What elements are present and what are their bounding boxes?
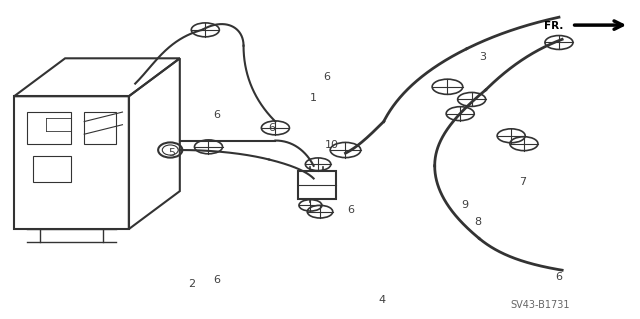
Text: 1: 1 — [310, 93, 317, 103]
Text: FR.: FR. — [544, 21, 563, 31]
Bar — [298, 171, 336, 199]
Text: 6: 6 — [323, 72, 330, 82]
Bar — [33, 156, 72, 182]
Text: 10: 10 — [324, 140, 339, 150]
Text: 8: 8 — [474, 217, 481, 227]
Text: 6: 6 — [213, 275, 220, 285]
Text: 3: 3 — [479, 52, 486, 62]
Bar — [27, 112, 72, 144]
Text: 7: 7 — [519, 177, 526, 187]
Text: 6: 6 — [213, 110, 220, 120]
Text: 9: 9 — [461, 200, 469, 210]
Text: 5: 5 — [169, 148, 175, 158]
Text: 6: 6 — [556, 271, 563, 281]
Text: 6: 6 — [269, 123, 276, 133]
Text: 4: 4 — [379, 295, 386, 305]
Text: SV43-B1731: SV43-B1731 — [510, 300, 570, 310]
Text: 6: 6 — [347, 205, 354, 215]
Text: 2: 2 — [188, 279, 195, 289]
Bar — [84, 112, 116, 144]
